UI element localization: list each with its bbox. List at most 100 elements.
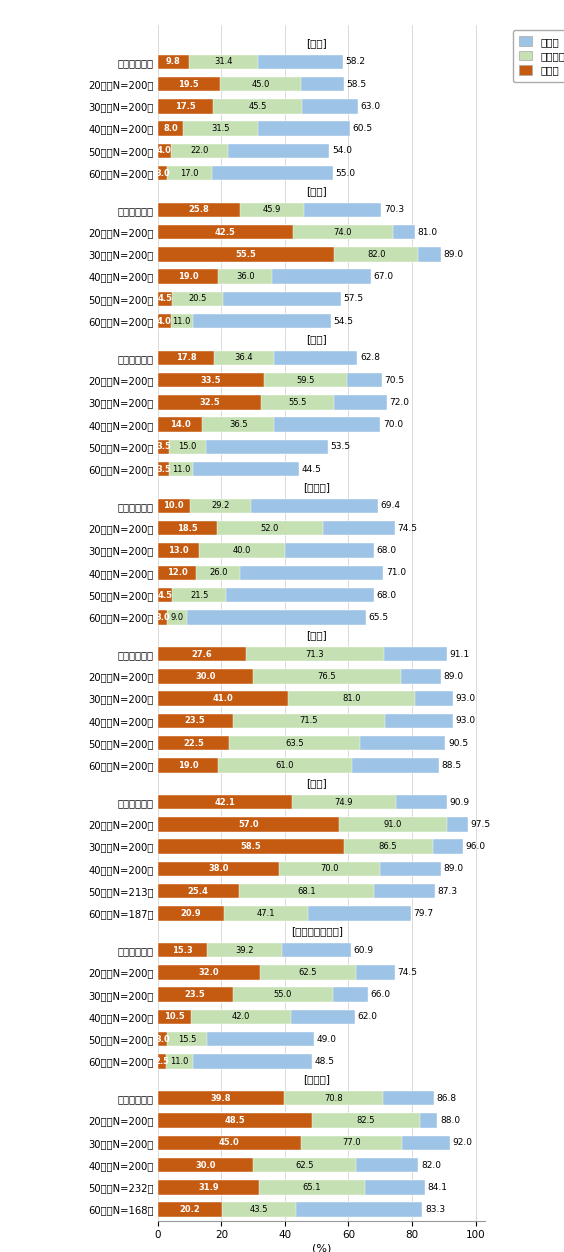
Text: 58.2: 58.2 <box>345 58 365 66</box>
Text: 71.0: 71.0 <box>386 568 406 577</box>
Text: 96.0: 96.0 <box>465 843 486 851</box>
Text: 91.0: 91.0 <box>384 820 402 829</box>
Bar <box>158 1158 418 1172</box>
Bar <box>158 1136 450 1151</box>
Bar <box>158 884 239 899</box>
Bar <box>158 417 380 432</box>
Text: 86.5: 86.5 <box>379 843 398 851</box>
Bar <box>158 165 212 180</box>
Bar <box>158 165 168 180</box>
Text: 41.0: 41.0 <box>213 694 233 704</box>
Text: 61.0: 61.0 <box>276 761 294 770</box>
Bar <box>158 1054 166 1069</box>
Text: 81.0: 81.0 <box>342 694 361 704</box>
Text: 3.0: 3.0 <box>155 1034 170 1044</box>
Bar <box>158 943 206 958</box>
Bar <box>158 1113 420 1128</box>
Bar <box>158 759 439 772</box>
Bar <box>158 795 292 809</box>
Text: 53.5: 53.5 <box>331 442 350 452</box>
Text: 57.5: 57.5 <box>343 294 363 303</box>
Text: 82.0: 82.0 <box>421 1161 441 1169</box>
Bar <box>158 818 339 831</box>
Text: 4.5: 4.5 <box>157 294 173 303</box>
Bar <box>158 1090 434 1106</box>
X-axis label: (%): (%) <box>312 1243 331 1252</box>
Bar <box>158 943 283 958</box>
Text: 4.5: 4.5 <box>157 591 173 600</box>
Text: 43.5: 43.5 <box>250 1206 268 1214</box>
Text: 72.0: 72.0 <box>389 398 409 407</box>
Text: 63.5: 63.5 <box>285 739 304 747</box>
Text: 13.0: 13.0 <box>168 546 189 555</box>
Text: [インド]: [インド] <box>303 1074 330 1084</box>
Bar <box>158 965 356 979</box>
Text: 25.4: 25.4 <box>188 886 209 895</box>
Text: 31.5: 31.5 <box>212 124 230 133</box>
Bar <box>158 543 199 557</box>
Text: 55.5: 55.5 <box>236 250 257 259</box>
Bar <box>158 647 384 661</box>
Text: 31.9: 31.9 <box>199 1183 219 1192</box>
Bar <box>158 1181 259 1194</box>
Bar <box>158 417 274 432</box>
Text: 42.5: 42.5 <box>215 228 236 237</box>
Bar <box>158 610 187 625</box>
Bar <box>158 610 366 625</box>
Text: 26.0: 26.0 <box>209 568 227 577</box>
Text: 30.0: 30.0 <box>195 672 216 681</box>
Text: 68.0: 68.0 <box>376 546 396 555</box>
Text: 15.3: 15.3 <box>172 945 192 955</box>
Text: 19.0: 19.0 <box>178 761 199 770</box>
Text: 4.0: 4.0 <box>157 317 171 326</box>
Bar <box>158 543 285 557</box>
Bar <box>158 736 230 750</box>
Text: 70.3: 70.3 <box>384 205 404 214</box>
Text: 14.0: 14.0 <box>170 421 191 429</box>
Text: 48.5: 48.5 <box>224 1116 245 1126</box>
Text: 79.7: 79.7 <box>413 909 434 918</box>
Text: 70.5: 70.5 <box>384 376 404 384</box>
Text: 3.0: 3.0 <box>155 169 170 178</box>
Text: 93.0: 93.0 <box>456 694 476 704</box>
Bar <box>158 247 418 262</box>
Bar <box>158 373 265 387</box>
Text: 55.5: 55.5 <box>288 398 307 407</box>
Bar <box>158 462 299 477</box>
Bar <box>158 498 190 513</box>
Text: 62.8: 62.8 <box>360 353 380 362</box>
Bar <box>158 396 386 409</box>
Bar <box>158 669 440 684</box>
Text: 47.1: 47.1 <box>257 909 275 918</box>
Text: 74.5: 74.5 <box>397 523 417 533</box>
Text: 30.0: 30.0 <box>195 1161 216 1169</box>
Text: 15.5: 15.5 <box>178 1034 196 1044</box>
Text: 3.0: 3.0 <box>155 612 170 622</box>
Bar <box>158 610 168 625</box>
Text: 77.0: 77.0 <box>342 1138 361 1147</box>
Text: 88.0: 88.0 <box>440 1116 460 1126</box>
Bar <box>158 521 217 536</box>
Text: 23.5: 23.5 <box>185 716 206 725</box>
Bar <box>158 396 334 409</box>
Text: 10.5: 10.5 <box>164 1013 185 1022</box>
Bar <box>158 647 447 661</box>
Bar <box>158 988 333 1002</box>
Text: 60.9: 60.9 <box>354 945 374 955</box>
Bar <box>158 795 447 809</box>
Text: 59.5: 59.5 <box>297 376 315 384</box>
Text: 71.5: 71.5 <box>299 716 318 725</box>
Bar <box>158 292 341 307</box>
Text: 93.0: 93.0 <box>456 716 476 725</box>
Text: 57.0: 57.0 <box>238 820 259 829</box>
Text: 36.0: 36.0 <box>236 272 254 282</box>
Bar <box>158 76 301 91</box>
Text: 58.5: 58.5 <box>346 80 367 89</box>
Bar <box>158 906 224 920</box>
Text: 91.1: 91.1 <box>450 650 470 659</box>
Text: 55.0: 55.0 <box>335 169 355 178</box>
Text: 89.0: 89.0 <box>443 864 463 874</box>
Bar <box>158 965 395 979</box>
Bar <box>158 439 205 454</box>
Text: 27.6: 27.6 <box>191 650 212 659</box>
